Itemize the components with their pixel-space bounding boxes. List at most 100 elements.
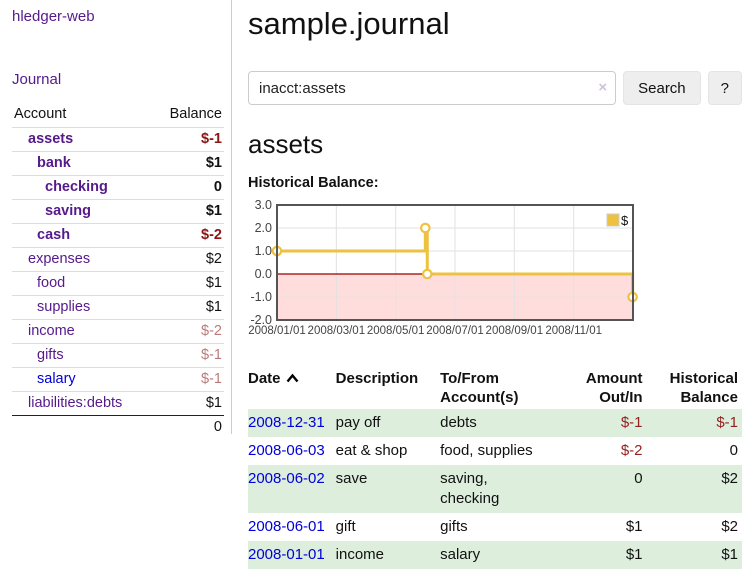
transaction-amount: $1 <box>625 518 643 535</box>
account-link[interactable]: food <box>37 275 66 291</box>
transaction-date-link[interactable]: 2008-06-01 <box>248 518 325 535</box>
account-balance: $2 <box>153 247 224 272</box>
register-header-amount-out-in: Amount Out/In <box>555 367 651 409</box>
y-axis-tick-label: -2.0 <box>250 313 272 327</box>
transaction-row: 2008-06-03 eat & shop food, supplies $-2 0 <box>248 437 742 465</box>
search-button[interactable]: Search <box>623 71 701 105</box>
help-button[interactable]: ? <box>707 71 742 105</box>
search-input[interactable] <box>248 71 617 105</box>
nav-journal-link[interactable]: Journal <box>12 71 62 88</box>
legend-label: $ <box>621 213 629 228</box>
account-row: income $-2 <box>12 319 224 344</box>
account-row: expenses $2 <box>12 247 224 272</box>
register-header-label: Historical Balance <box>669 370 738 406</box>
account-link[interactable]: salary <box>37 371 76 387</box>
chart-data-point <box>421 268 433 280</box>
account-heading: assets <box>248 129 324 159</box>
account-link[interactable]: checking <box>45 179 108 195</box>
account-link[interactable]: income <box>28 323 75 339</box>
chart-border <box>276 204 634 321</box>
register-table: Date Description To/From Account(s) Amount … <box>248 367 742 569</box>
account-row: liabilities:debts $1 <box>12 391 224 416</box>
account-link[interactable]: gifts <box>37 347 64 363</box>
transaction-balance: $-1 <box>716 414 738 431</box>
account-balance: $-1 <box>153 343 224 368</box>
transaction-description: save <box>335 470 368 487</box>
chart-data-point <box>420 222 431 234</box>
account-row: cash $-2 <box>12 223 224 248</box>
transaction-amount: $-2 <box>620 442 643 459</box>
register-body: 2008-12-31 pay off debts $-1 $-1 2008-06-03 ea… <box>248 409 742 569</box>
register-header-label: Date <box>248 370 281 387</box>
accounts-table: Account Balance assets $-1 bank $1 checking 0… <box>12 101 224 439</box>
account-balance: $1 <box>153 271 224 296</box>
account-row: saving $1 <box>12 199 224 224</box>
accounts-header-row: Account Balance <box>12 101 224 128</box>
account-balance: $1 <box>153 199 224 224</box>
account-balance: $-2 <box>153 319 224 344</box>
transaction-accounts: debts <box>440 414 477 431</box>
account-row: food $1 <box>12 271 224 296</box>
transaction-date-link[interactable]: 2008-06-02 <box>248 470 325 487</box>
transaction-accounts: food, supplies <box>440 442 533 459</box>
x-axis-tick-label: 2008/01/01 <box>248 325 306 337</box>
brand-link[interactable]: hledger-web <box>12 8 95 25</box>
transaction-balance: $2 <box>721 470 738 487</box>
register-header-label: To/From Account(s) <box>440 370 519 406</box>
transaction-description: income <box>335 546 384 563</box>
register-header-label: Amount Out/In <box>585 370 643 406</box>
account-balance: $1 <box>153 391 224 416</box>
account-balance: $1 <box>153 151 224 176</box>
register-header-row: Date Description To/From Account(s) Amount … <box>248 367 742 409</box>
transaction-balance: $1 <box>721 546 738 563</box>
account-link[interactable]: assets <box>28 131 74 147</box>
transaction-row: 2008-01-01 income salary $1 $1 <box>248 541 742 569</box>
account-balance: $-1 <box>153 127 224 152</box>
accounts-total-spacer <box>12 415 154 439</box>
transaction-amount: $-1 <box>620 414 643 431</box>
transaction-date-link[interactable]: 2008-12-31 <box>248 414 325 431</box>
account-row: gifts $-1 <box>12 343 224 368</box>
register-header-date: Date <box>248 367 336 409</box>
account-row: bank $1 <box>12 151 224 176</box>
y-axis-tick-label: 3.0 <box>255 198 272 212</box>
account-link[interactable]: expenses <box>28 251 91 267</box>
transaction-date-link[interactable]: 2008-06-03 <box>248 442 325 459</box>
account-row: supplies $1 <box>12 295 224 320</box>
account-row: assets $-1 <box>12 127 224 152</box>
page-title: sample.journal <box>248 6 450 41</box>
transaction-row: 2008-06-01 gift gifts $1 $2 <box>248 513 742 541</box>
transaction-amount: $1 <box>625 546 643 563</box>
sidebar: hledger-web Journal Account Balance asse… <box>0 0 232 439</box>
register-header-historical-balance: Historical Balance <box>651 367 742 409</box>
transaction-balance: $2 <box>721 518 738 535</box>
y-axis-tick-label: 1.0 <box>255 244 272 258</box>
transaction-description: gift <box>335 518 356 535</box>
accounts-total-row: 0 <box>12 415 224 439</box>
account-link[interactable]: cash <box>37 227 71 243</box>
account-balance: 0 <box>153 175 224 200</box>
x-axis-tick-label: 2008/07/01 <box>426 325 484 337</box>
transaction-accounts: saving, checking <box>440 470 500 507</box>
y-axis-tick-label: 2.0 <box>255 221 272 235</box>
transaction-accounts: salary <box>440 546 481 563</box>
transaction-accounts: gifts <box>440 518 468 535</box>
account-link[interactable]: supplies <box>37 299 91 315</box>
legend-swatch <box>606 213 620 227</box>
accounts-header-balance: Balance <box>169 106 222 122</box>
transaction-date-link[interactable]: 2008-01-01 <box>248 546 325 563</box>
y-axis-tick-label: -1.0 <box>250 290 272 304</box>
x-axis-tick-label: 2008/11/01 <box>545 325 602 337</box>
transaction-row: 2008-12-31 pay off debts $-1 $-1 <box>248 409 742 437</box>
account-link[interactable]: bank <box>37 155 71 171</box>
account-link[interactable]: liabilities:debts <box>28 395 123 411</box>
account-balance: $-1 <box>153 367 224 392</box>
clear-search-icon[interactable]: × <box>598 79 608 96</box>
account-balance: $-2 <box>153 223 224 248</box>
account-row: checking 0 <box>12 175 224 200</box>
account-link[interactable]: saving <box>45 203 91 219</box>
register-header-label: Description <box>335 370 419 387</box>
register-header-to-from-account-s-: To/From Account(s) <box>440 367 555 409</box>
main-content: sample.journal × Search ? assets Histori… <box>232 0 742 569</box>
